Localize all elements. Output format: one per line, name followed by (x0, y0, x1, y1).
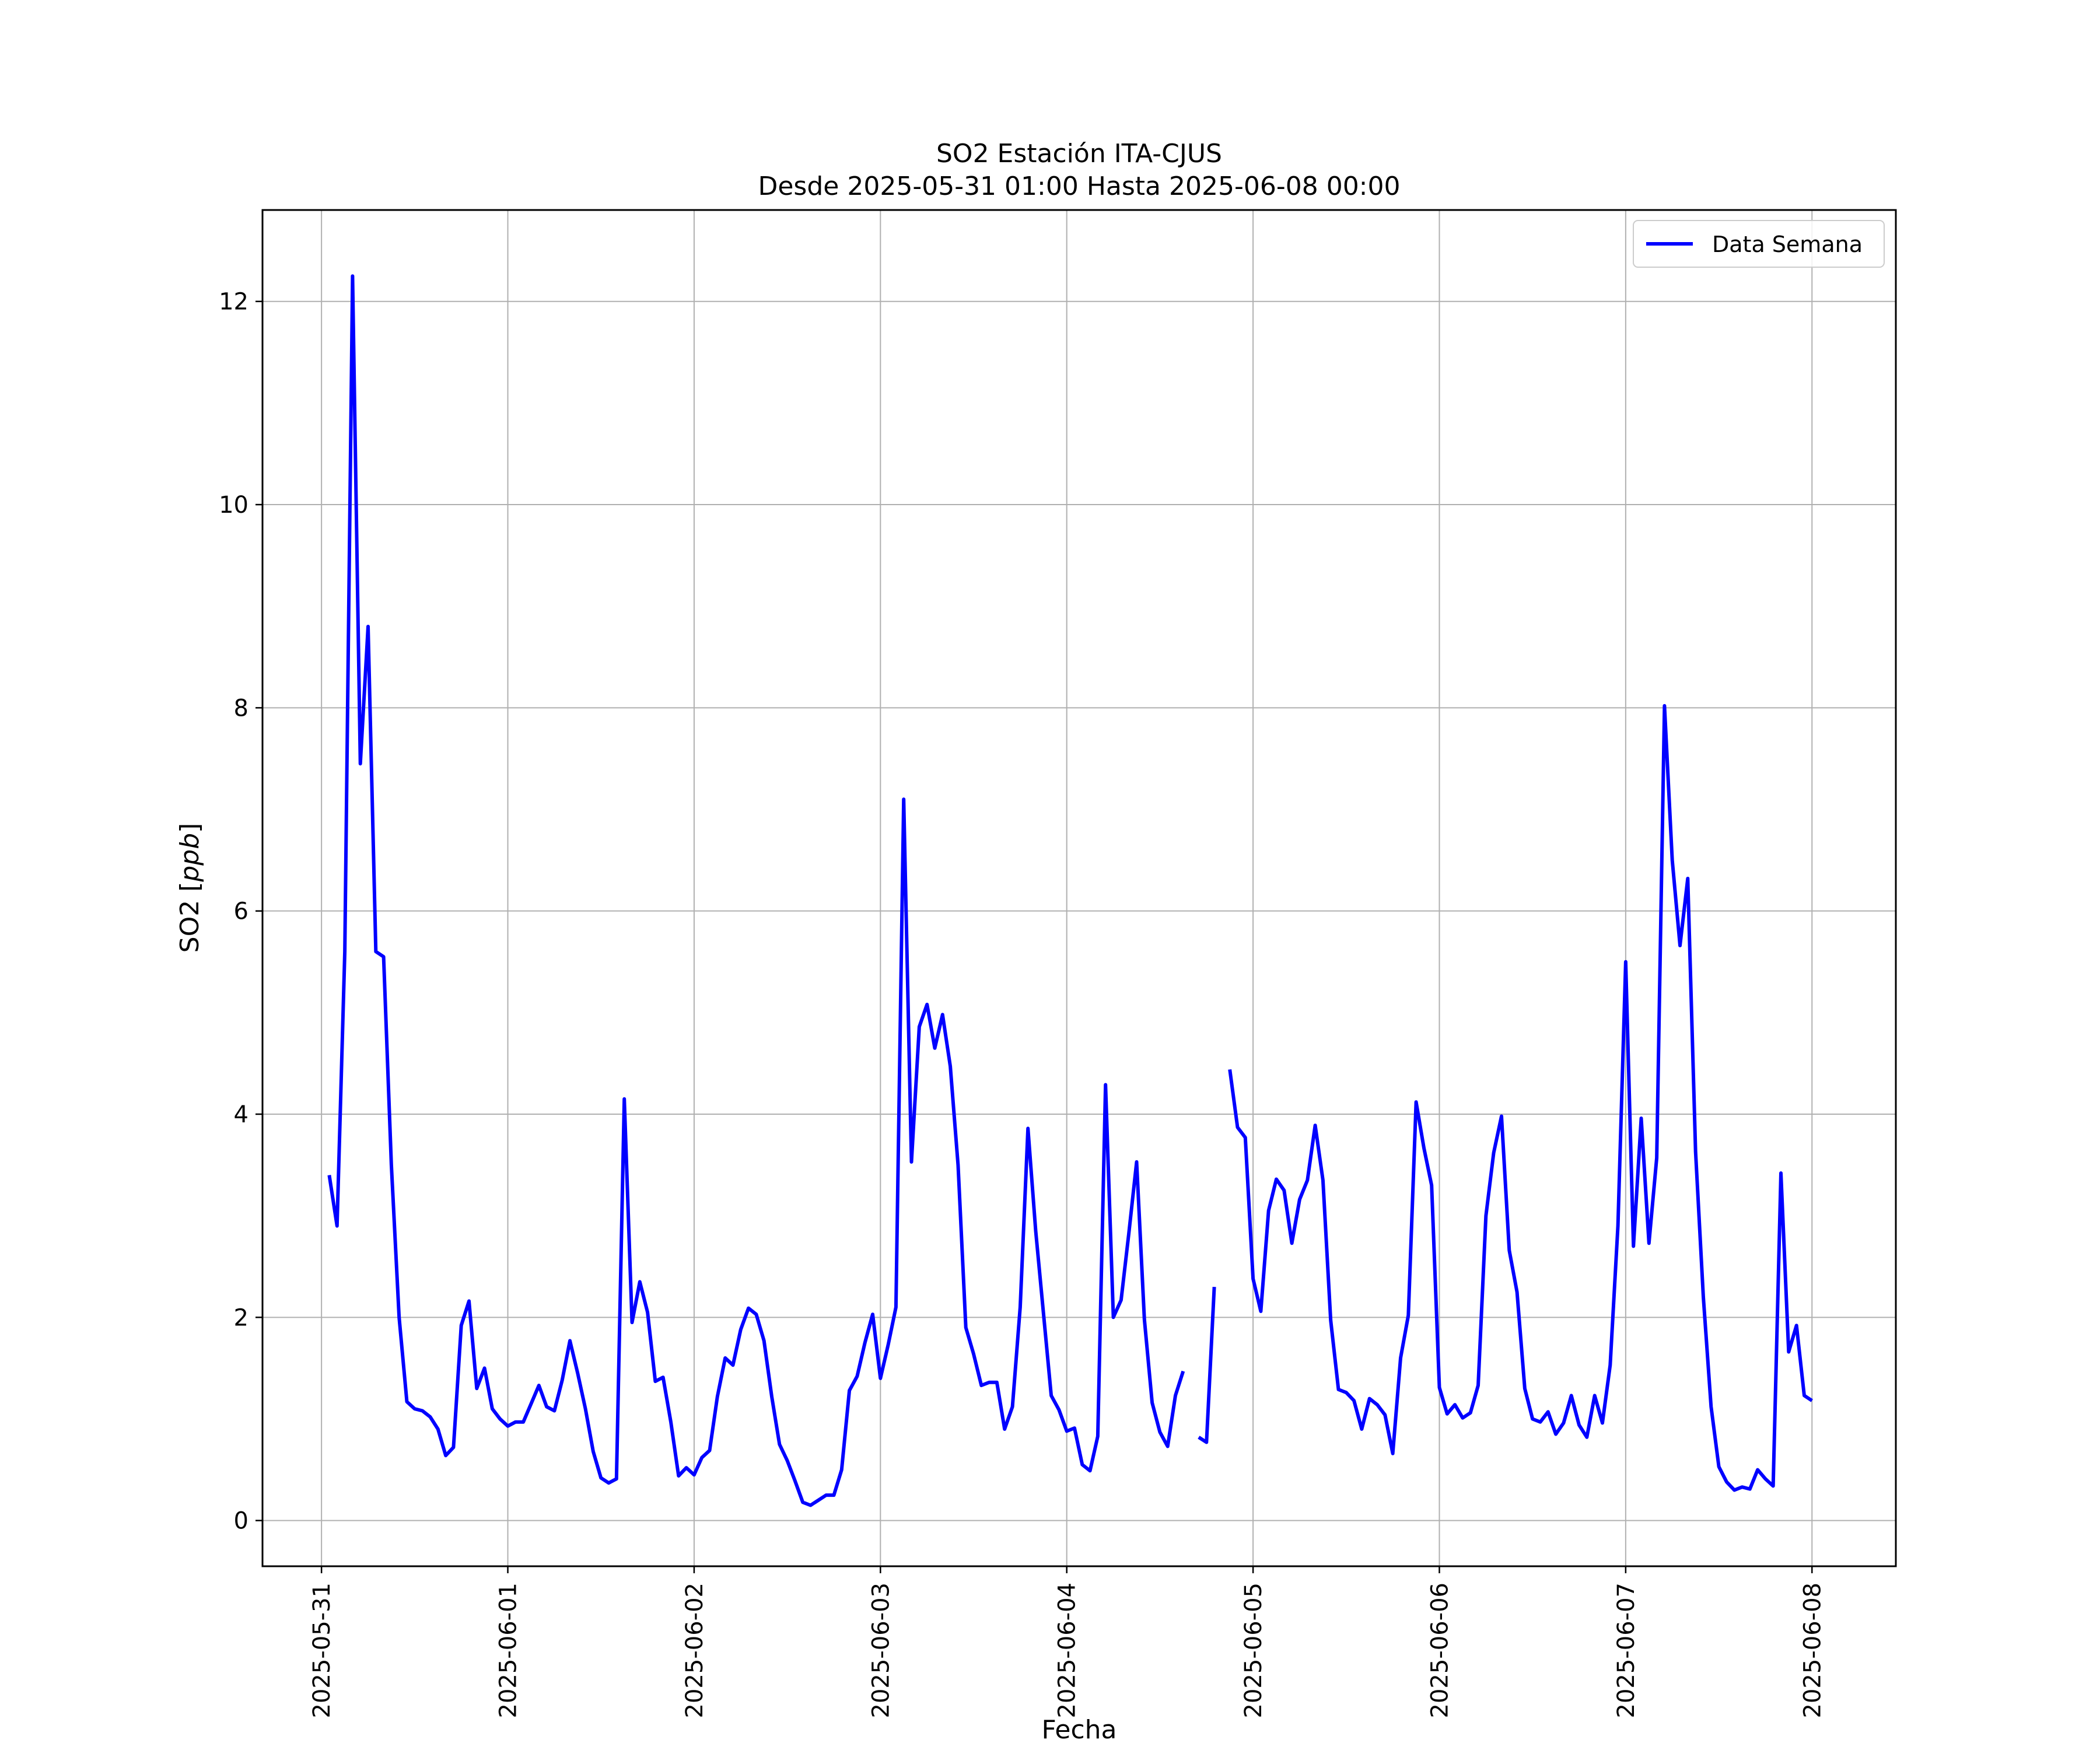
chart-subtitle: Desde 2025-05-31 01:00 Hasta 2025-06-08 … (758, 172, 1400, 201)
y-axis-label-main: SO2 [ (175, 882, 205, 953)
legend-box (1633, 220, 1885, 268)
ticks: 0 2 4 6 8 10 12 2025-05-31 2025-06-01 2025-06-02 2… (219, 289, 1826, 1718)
y-axis-label-close: ] (175, 823, 205, 833)
x-tick-label: 2025-06-01 (495, 1583, 522, 1718)
data-layer (327, 274, 1813, 1507)
legend: Data Semana (1633, 220, 1885, 268)
y-tick-label: 6 (234, 898, 249, 925)
x-tick-label: 2025-06-07 (1613, 1583, 1640, 1718)
x-tick-label: 2025-06-08 (1799, 1583, 1826, 1718)
y-axis-label-unit: ppb (175, 833, 205, 883)
legend-label: Data Semana (1712, 232, 1863, 257)
series-line-segment (1198, 1286, 1216, 1444)
chart-title: SO2 Estación ITA-CJUS (936, 139, 1222, 169)
x-tick-label: 2025-06-05 (1240, 1583, 1267, 1718)
x-tick-label: 2025-06-04 (1054, 1583, 1081, 1718)
x-tick-label: 2025-06-03 (867, 1583, 894, 1718)
y-tick-label: 2 (234, 1304, 249, 1331)
plot-frame (261, 209, 1897, 1567)
series-line-segment (327, 274, 1185, 1507)
y-tick-label: 12 (219, 289, 249, 316)
y-tick-label: 4 (234, 1101, 249, 1128)
y-tick-label: 0 (234, 1508, 249, 1535)
y-axis-label: SO2 [ppb] (175, 823, 205, 953)
x-tick-label: 2025-06-06 (1426, 1583, 1453, 1718)
x-tick-label: 2025-06-02 (681, 1583, 708, 1718)
x-tick-label: 2025-05-31 (309, 1583, 335, 1718)
x-axis-label: Fecha (1041, 1715, 1116, 1745)
y-tick-label: 10 (219, 492, 249, 519)
grid (262, 210, 1896, 1566)
y-tick-label: 8 (234, 695, 249, 722)
series-line-segment (1228, 704, 1813, 1492)
